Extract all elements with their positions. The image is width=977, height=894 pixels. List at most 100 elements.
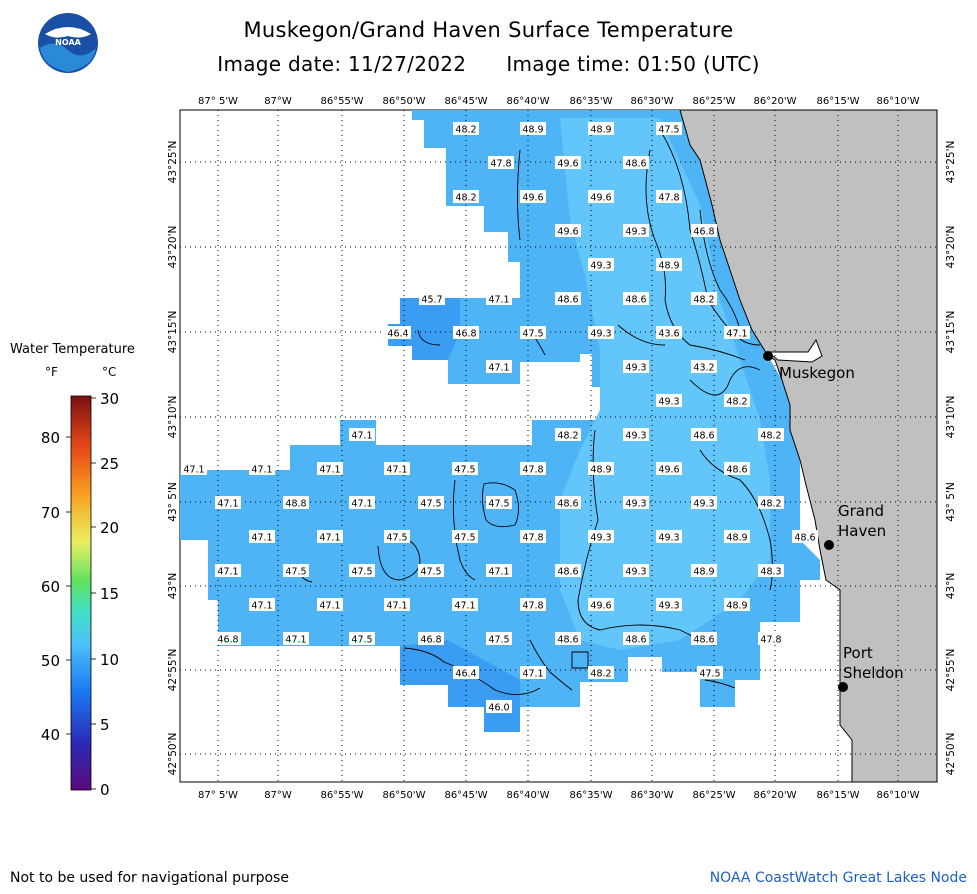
city-marker-grand-haven <box>824 540 834 550</box>
temperature-value-text: 49.3 <box>693 499 714 510</box>
lat-label: 43°10'N <box>945 396 957 439</box>
temperature-value-text: 48.9 <box>693 567 714 578</box>
temperature-value-label: 46.4 <box>453 666 479 680</box>
temperature-value-box <box>691 292 717 305</box>
lon-label: 87°W <box>264 790 292 801</box>
temperature-value-box <box>215 564 241 577</box>
temperature-value-text: 47.5 <box>420 567 441 578</box>
temperature-value-label: 47.5 <box>384 530 410 544</box>
lon-label: 86°55'W <box>320 96 363 107</box>
temperature-value-text: 45.7 <box>421 295 442 306</box>
temperature-value-box <box>758 428 784 441</box>
temperature-value-text: 49.3 <box>590 261 611 272</box>
temperature-value-text: 49.6 <box>658 465 679 476</box>
temperature-value-box <box>656 394 682 407</box>
temperature-value-label: 46.4 <box>385 326 411 340</box>
lat-label: 42°50'N <box>945 733 957 776</box>
temperature-value-box <box>215 496 241 509</box>
temperature-value-label: 48.8 <box>283 496 309 510</box>
temperature-value-text: 49.3 <box>625 499 646 510</box>
legend-c-tick: 0 <box>100 781 110 799</box>
image-date: Image date: 11/27/2022 <box>217 52 467 76</box>
temperature-value-text: 47.1 <box>488 295 509 306</box>
temperature-value-box <box>588 462 614 475</box>
temperature-value-box <box>453 326 479 339</box>
temperature-value-label: 47.1 <box>349 496 375 510</box>
temperature-value-text: 48.9 <box>590 465 611 476</box>
temperature-value-text: 47.5 <box>351 567 372 578</box>
temperature-value-label: 48.3 <box>758 564 784 578</box>
legend-title: Water Temperature <box>10 342 135 357</box>
temperature-value-box <box>249 530 275 543</box>
temperature-value-text: 46.4 <box>455 669 476 680</box>
temperature-value-text: 47.5 <box>658 125 679 136</box>
temperature-value-label: 47.1 <box>249 598 275 612</box>
temperature-value-label: 47.1 <box>317 598 343 612</box>
water-area-warm <box>560 118 770 650</box>
temperature-value-box <box>724 598 750 611</box>
temperature-value-text: 46.8 <box>455 329 476 340</box>
temperature-value-label: 47.1 <box>317 530 343 544</box>
temperature-value-text: 43.2 <box>693 363 714 374</box>
temperature-value-text: 47.1 <box>251 465 272 476</box>
temperature-value-label: 48.6 <box>724 462 750 476</box>
temperature-value-box <box>486 292 512 305</box>
temperature-value-box <box>317 462 343 475</box>
temperature-value-label: 48.9 <box>724 598 750 612</box>
temperature-value-label: 49.3 <box>588 530 614 544</box>
temperature-value-text: 47.8 <box>522 601 543 612</box>
temperature-value-box <box>691 632 717 645</box>
land-michigan <box>679 110 937 782</box>
temperature-value-text: 49.3 <box>625 431 646 442</box>
graticule <box>180 110 937 782</box>
temperature-value-box <box>724 394 750 407</box>
lon-label: 86°45'W <box>444 96 487 107</box>
lat-label: 43°N <box>167 573 179 599</box>
temperature-value-box <box>349 496 375 509</box>
temperature-value-label: 48.6 <box>623 156 649 170</box>
legend-c-tick: 15 <box>100 585 119 603</box>
lon-label: 86°35'W <box>569 96 612 107</box>
temperature-value-box <box>758 496 784 509</box>
temperature-value-text: 47.5 <box>488 499 509 510</box>
legend-unit-c: °C <box>102 365 117 379</box>
lon-label: 87°W <box>264 96 292 107</box>
temperature-value-label: 48.2 <box>555 428 581 442</box>
temperature-value-box <box>623 292 649 305</box>
temperature-value-box <box>384 462 410 475</box>
temperature-value-label: 47.1 <box>249 462 275 476</box>
temperature-value-box <box>520 190 546 203</box>
temperature-value-text: 47.1 <box>351 431 372 442</box>
temperature-value-label: 48.9 <box>656 258 682 272</box>
temperature-value-box <box>349 632 375 645</box>
lat-label: 43°10'N <box>167 396 179 439</box>
temperature-value-label: 48.9 <box>588 122 614 136</box>
temperature-value-box <box>317 530 343 543</box>
temperature-value-box <box>758 564 784 577</box>
temperature-value-label: 49.3 <box>656 598 682 612</box>
temperature-value-text: 48.6 <box>693 431 714 442</box>
temperature-value-text: 47.1 <box>726 329 747 340</box>
temperature-value-label: 47.1 <box>384 462 410 476</box>
temperature-value-box <box>453 190 479 203</box>
temperature-value-label: 48.6 <box>623 292 649 306</box>
temperature-value-box <box>384 598 410 611</box>
temperature-value-text: 47.1 <box>319 533 340 544</box>
temperature-value-label: 49.3 <box>588 258 614 272</box>
temperature-value-text: 48.8 <box>285 499 306 510</box>
lat-label: 43°25'N <box>945 141 957 184</box>
temperature-value-label: 49.3 <box>623 564 649 578</box>
temperature-value-label: 48.6 <box>555 564 581 578</box>
temperature-value-box <box>452 530 478 543</box>
lon-label: 86°10'W <box>876 96 919 107</box>
lat-label: 43°15'N <box>167 311 179 354</box>
temperature-value-box <box>486 632 512 645</box>
noaa-logo-text: NOAA <box>55 38 81 47</box>
lon-label: 86°35'W <box>569 790 612 801</box>
temperature-value-text: 48.9 <box>726 533 747 544</box>
legend-gradient-bar <box>70 395 92 791</box>
city-marker-port-sheldon <box>838 682 848 692</box>
temperature-value-text: 49.6 <box>590 601 611 612</box>
legend-unit-f: °F <box>45 365 58 379</box>
map-subtitle: Image date: 11/27/2022 Image time: 01:50 … <box>0 52 977 76</box>
